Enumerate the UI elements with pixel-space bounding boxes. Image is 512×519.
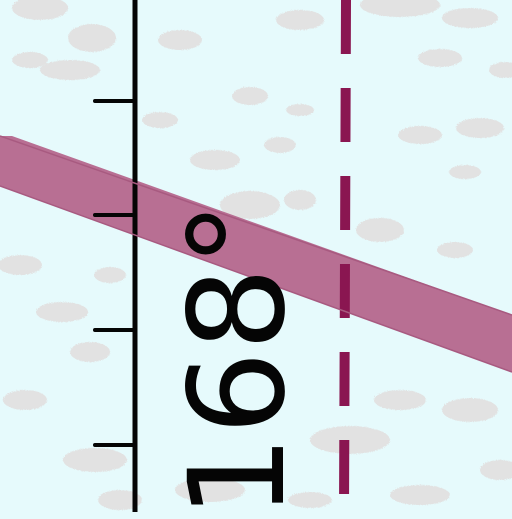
band-edge-line (0, 185, 512, 373)
band-edge-line (0, 135, 512, 316)
route-band (0, 136, 512, 372)
tick-scale (93, 0, 138, 512)
bearing-label: 168° (161, 201, 315, 519)
